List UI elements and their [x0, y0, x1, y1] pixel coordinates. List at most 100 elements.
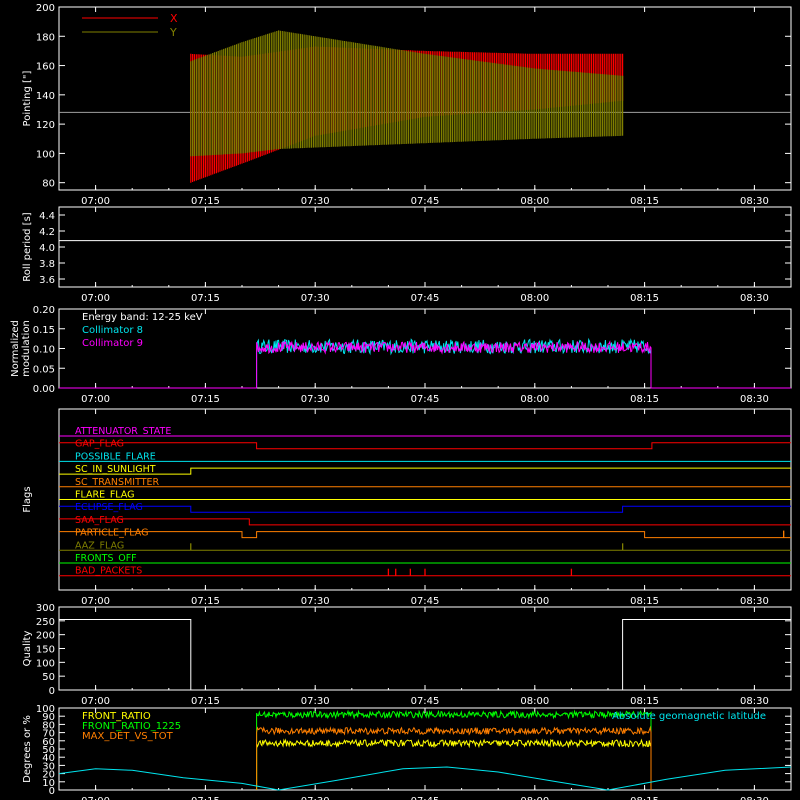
geomagnetic-latitude-line: [58, 766, 792, 791]
flag-label: BAD_PACKETS: [75, 566, 142, 577]
y-axis-label: Roll period [s]: [22, 212, 33, 281]
legend-label: MAX_DET_VS_TOT: [82, 731, 174, 742]
series-y-line: [190, 30, 624, 157]
y-tick-label: 0.15: [33, 325, 55, 336]
flag-label: SC_IN_SUNLIGHT: [75, 464, 156, 475]
series-front_ratio-line: [256, 738, 652, 790]
y-tick-label: 90: [42, 712, 55, 723]
y-tick-label: 0: [49, 786, 55, 797]
x-tick-label: 07:45: [411, 796, 440, 800]
x-tick-label: 08:15: [630, 596, 659, 607]
y-tick-label: 50: [42, 672, 55, 683]
y-tick-label: 30: [42, 761, 55, 772]
x-tick-label: 07:45: [411, 394, 440, 405]
x-tick-label: 08:30: [740, 696, 769, 707]
flag-label: SC_TRANSMITTER: [75, 477, 160, 488]
flag-line: [59, 442, 791, 450]
y-tick-label: 80: [42, 720, 55, 731]
y-tick-label: 0: [49, 686, 55, 697]
x-tick-label: 07:45: [411, 596, 440, 607]
panel-pointing: 07:00 07:15 07:30 07:45 08:00 08:15 08:30 80 100…: [22, 3, 792, 207]
y-tick-label: 100: [36, 704, 55, 715]
y-tick-label: 120: [36, 120, 55, 131]
y-axis-label: Quality: [22, 631, 33, 667]
flag-label: GAP_FLAG: [75, 439, 124, 450]
flag-label: PARTICLE_FLAG: [75, 528, 148, 539]
x-tick-label: 07:45: [411, 696, 440, 707]
x-tick-label: 08:15: [630, 394, 659, 405]
flag-label: AAZ_FLAG: [75, 540, 124, 551]
x-tick-label: 08:00: [520, 394, 549, 405]
legend-label: Collimator 8: [82, 325, 143, 336]
x-tick-label: 07:30: [301, 796, 330, 800]
flag-line: [59, 467, 791, 475]
y-tick-label: 4.0: [39, 243, 55, 254]
y-tick-label: 140: [36, 91, 55, 102]
legend-label: Y: [169, 26, 177, 39]
y-tick-label: 250: [36, 617, 55, 628]
x-tick-label: 07:30: [301, 394, 330, 405]
y-tick-label: 4.2: [39, 227, 55, 238]
legend-label: Absolute geomagnetic latitude: [612, 711, 766, 722]
y-tick-label: 20: [42, 770, 55, 781]
y-tick-label: 180: [36, 32, 55, 43]
panel-latitude: 07:00 07:15 07:30 07:45 08:00 08:15 08:30 01020…: [22, 704, 792, 800]
x-tick-label: 08:00: [520, 696, 549, 707]
flag-label: POSSIBLE_FLARE: [75, 451, 156, 462]
y-tick-label: 200: [36, 631, 55, 642]
x-tick-label: 07:00: [81, 796, 110, 800]
y-tick-label: 160: [36, 62, 55, 73]
y-tick-label: 40: [42, 753, 55, 764]
x-tick-label: 08:30: [740, 596, 769, 607]
x-tick-label: 08:00: [520, 293, 549, 304]
y-axis-label: Flags: [22, 486, 33, 512]
y-axis-label: Normalized: [10, 320, 21, 377]
x-tick-label: 07:15: [191, 596, 220, 607]
y-axis-label: Degrees or %: [22, 715, 33, 783]
x-tick-label: 07:30: [301, 293, 330, 304]
series-max_det_vs_tot-line: [256, 725, 652, 790]
x-tick-label: 07:30: [301, 196, 330, 207]
x-tick-label: 07:15: [191, 696, 220, 707]
panel-modulation: 07:00 07:15 07:30 07:45 08:00 08:15 08:30 0.00 0…: [10, 305, 792, 405]
x-tick-label: 08:30: [740, 196, 769, 207]
y-tick-label: 70: [42, 729, 55, 740]
x-tick-label: 08:15: [630, 696, 659, 707]
x-tick-label: 07:00: [81, 394, 110, 405]
y-tick-label: 100: [36, 149, 55, 160]
y-tick-label: 200: [36, 3, 55, 14]
x-tick-label: 07:15: [191, 196, 220, 207]
flag-line: [59, 531, 791, 539]
y-tick-label: 4.4: [39, 211, 55, 222]
x-tick-label: 08:00: [520, 796, 549, 800]
x-tick-label: 08:15: [630, 796, 659, 800]
flag-label: ECLIPSE_FLAG: [75, 502, 143, 513]
panels: 07:00 07:15 07:30 07:45 08:00 08:15 08:3080100…: [10, 3, 792, 800]
y-tick-label: 0.00: [33, 384, 55, 395]
y-axis-label: modulation: [21, 320, 32, 377]
y-tick-label: 0.10: [33, 345, 55, 356]
y-tick-label: 150: [36, 645, 55, 656]
x-tick-label: 07:00: [81, 596, 110, 607]
x-tick-label: 07:00: [81, 293, 110, 304]
x-tick-label: 08:30: [740, 293, 769, 304]
y-tick-label: 10: [42, 778, 55, 789]
x-tick-label: 07:45: [411, 196, 440, 207]
y-tick-label: 3.8: [39, 259, 55, 270]
y-tick-label: 50: [42, 745, 55, 756]
legend-label: Collimator 9: [82, 338, 143, 349]
x-tick-label: 07:15: [191, 293, 220, 304]
x-tick-label: 07:00: [81, 196, 110, 207]
x-tick-label: 07:45: [411, 293, 440, 304]
y-tick-label: 0.20: [33, 305, 55, 316]
x-tick-label: 08:15: [630, 196, 659, 207]
legend-label: FRONT_RATIO: [82, 711, 151, 722]
x-tick-label: 07:00: [81, 696, 110, 707]
x-tick-label: 07:15: [191, 394, 220, 405]
series-collimator-9-line: [59, 340, 791, 389]
flag-label: FRONTS_OFF: [75, 553, 137, 564]
y-tick-label: 300: [36, 603, 55, 614]
legend-label: X: [170, 12, 178, 25]
y-tick-label: 80: [42, 179, 55, 190]
